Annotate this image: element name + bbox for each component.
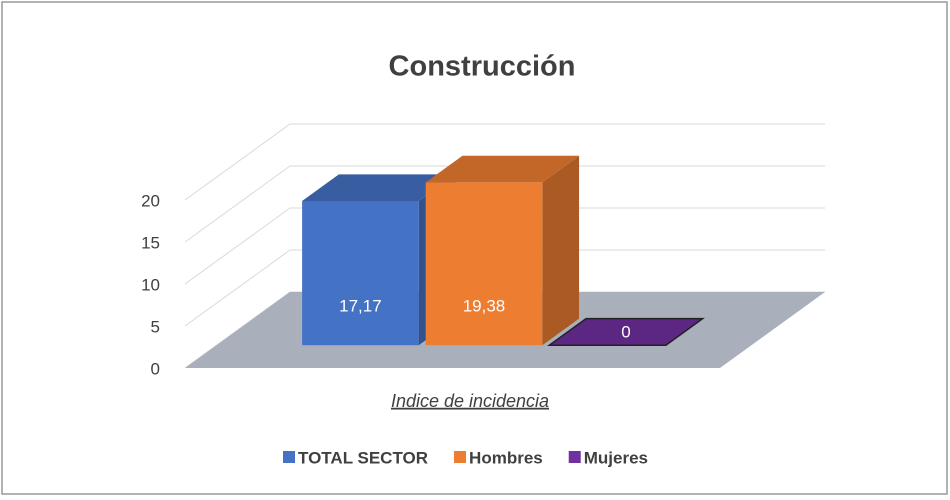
legend-swatch (283, 451, 295, 463)
chart-title: Construcción (389, 51, 576, 83)
y-tick-label: 0 (151, 359, 160, 378)
side-grid-line (184, 207, 291, 285)
data-label: 19,38 (463, 297, 506, 316)
y-tick-label: 5 (151, 317, 160, 336)
data-label: 17,17 (339, 297, 382, 316)
legend-label: Mujeres (584, 448, 648, 467)
legend-label: Hombres (469, 448, 543, 467)
bar-top (425, 155, 580, 183)
bar-front (302, 200, 419, 346)
side-grid-line (184, 165, 291, 243)
bar-front (425, 182, 543, 346)
y-tick-label: 10 (141, 275, 160, 294)
y-tick-label: 20 (141, 191, 160, 210)
bar-top (546, 317, 705, 346)
y-tick-label: 15 (141, 233, 160, 252)
bar-side (542, 155, 580, 346)
data-label: 0 (621, 322, 630, 341)
side-grid-line (184, 249, 291, 327)
legend-swatch (454, 451, 467, 463)
side-grid-line (184, 123, 291, 201)
legend-label: TOTAL SECTOR (298, 448, 428, 467)
bar-top (302, 174, 456, 201)
legend-swatch (568, 451, 581, 463)
x-axis-label: Indice de incidencia (391, 391, 549, 411)
